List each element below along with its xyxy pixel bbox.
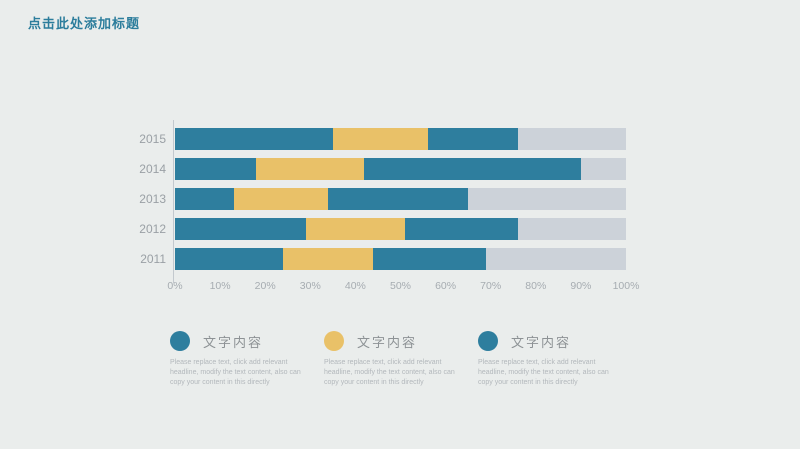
y-axis-label: 2012 bbox=[139, 222, 166, 236]
bar-track bbox=[175, 248, 626, 270]
x-axis-tick: 90% bbox=[570, 280, 592, 292]
y-axis-label: 2013 bbox=[139, 192, 166, 206]
x-axis-ticks: 0% 10% 20% 30% 40% 50% 60% 70% 80% 90% 100% bbox=[167, 280, 639, 294]
bar-segment-series2 bbox=[283, 248, 374, 270]
x-axis-tick: 60% bbox=[435, 280, 457, 292]
bar-row-2014[interactable]: 2014 bbox=[139, 158, 626, 180]
chart-rows: 2015 2014 2013 2012 2011 bbox=[139, 128, 626, 270]
x-axis-tick: 80% bbox=[525, 280, 547, 292]
legend-item-1[interactable]: 文字内容 Please replace text, click add relev… bbox=[170, 331, 312, 388]
bar-segment-series3 bbox=[373, 248, 487, 270]
slide-title-placeholder[interactable]: 点击此处添加标题 bbox=[28, 16, 141, 31]
y-axis-label: 2015 bbox=[139, 132, 166, 146]
y-axis-label: 2011 bbox=[140, 252, 166, 266]
bar-track bbox=[175, 188, 626, 210]
legend-body-text: Please replace text, click add relevant … bbox=[478, 359, 609, 386]
legend-body-text: Please replace text, click add relevant … bbox=[324, 359, 455, 386]
stacked-bar-chart[interactable]: 2015 2014 2013 2012 2011 0% 10% 20% 30% 40% 50% 60… bbox=[139, 120, 639, 294]
legend-title: 文字内容 bbox=[357, 334, 418, 350]
bar-segment-series2 bbox=[256, 158, 365, 180]
bar-segment-series1 bbox=[175, 218, 306, 240]
x-axis-tick: 10% bbox=[209, 280, 231, 292]
x-axis-tick: 0% bbox=[167, 280, 183, 292]
legend-body-text: Please replace text, click add relevant … bbox=[170, 359, 301, 386]
legend[interactable]: 文字内容 Please replace text, click add relev… bbox=[170, 331, 620, 388]
legend-title: 文字内容 bbox=[203, 334, 264, 350]
x-axis-tick: 50% bbox=[389, 280, 412, 292]
bar-segment-series2 bbox=[305, 218, 405, 240]
bar-row-2013[interactable]: 2013 bbox=[139, 188, 626, 210]
bar-segment-series1 bbox=[175, 188, 234, 210]
bar-segment-series1 bbox=[175, 158, 257, 180]
bar-segment-series3 bbox=[364, 158, 581, 180]
bar-segment-series1 bbox=[175, 128, 333, 150]
legend-color-dot-icon bbox=[478, 331, 498, 351]
legend-item-2[interactable]: 文字内容 Please replace text, click add relev… bbox=[324, 331, 466, 388]
bar-track bbox=[175, 158, 626, 180]
bar-segment-series3 bbox=[427, 128, 518, 150]
legend-color-dot-icon bbox=[324, 331, 344, 351]
bar-segment-series3 bbox=[328, 188, 469, 210]
bar-segment-series3 bbox=[405, 218, 518, 240]
bar-row-2012[interactable]: 2012 bbox=[139, 218, 626, 240]
bar-row-2015[interactable]: 2015 bbox=[139, 128, 626, 150]
legend-header: 文字内容 bbox=[478, 331, 620, 351]
legend-item-3[interactable]: 文字内容 Please replace text, click add relev… bbox=[478, 331, 620, 388]
x-axis-tick: 30% bbox=[299, 280, 321, 292]
x-axis-tick: 100% bbox=[612, 280, 640, 292]
y-axis-label: 2014 bbox=[139, 162, 166, 176]
bar-row-2011[interactable]: 2011 bbox=[140, 248, 626, 270]
bar-segment-series2 bbox=[332, 128, 428, 150]
x-axis-tick: 40% bbox=[344, 280, 366, 292]
bar-track bbox=[175, 218, 626, 240]
bar-track bbox=[175, 128, 626, 150]
legend-header: 文字内容 bbox=[324, 331, 466, 351]
y-axis-line bbox=[173, 120, 174, 283]
legend-color-dot-icon bbox=[170, 331, 190, 351]
x-axis-tick: 20% bbox=[254, 280, 276, 292]
bar-segment-series1 bbox=[175, 248, 284, 270]
legend-title: 文字内容 bbox=[511, 334, 572, 350]
x-axis-tick: 70% bbox=[480, 280, 502, 292]
bar-segment-series2 bbox=[233, 188, 329, 210]
legend-header: 文字内容 bbox=[170, 331, 312, 351]
